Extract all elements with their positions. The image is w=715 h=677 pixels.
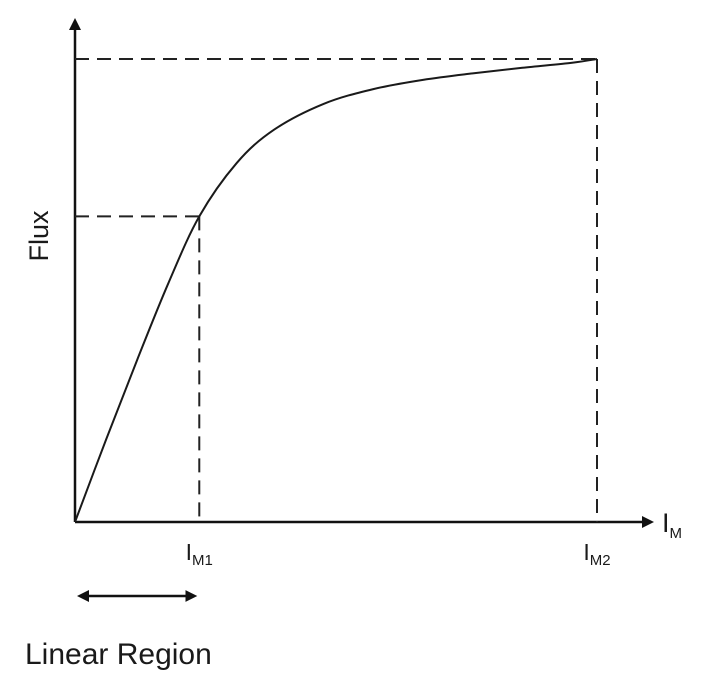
x-axis-title: IM [662,508,682,542]
linear-region-label: Linear Region [25,638,212,671]
tick-sub: M1 [192,552,213,569]
x-tick-label-im2: IM2 [583,539,610,569]
dashed-guides [75,58,598,522]
tick-sub: M2 [590,552,611,569]
series-line [74,58,598,523]
x-axis-title-main: I [662,508,670,538]
tick-main: I [186,539,192,565]
y-axis-title: Flux [24,210,54,262]
x-tick-label-im1: IM1 [186,539,213,569]
tick-main: I [583,539,589,565]
x-axis-title-sub: M [670,525,683,542]
